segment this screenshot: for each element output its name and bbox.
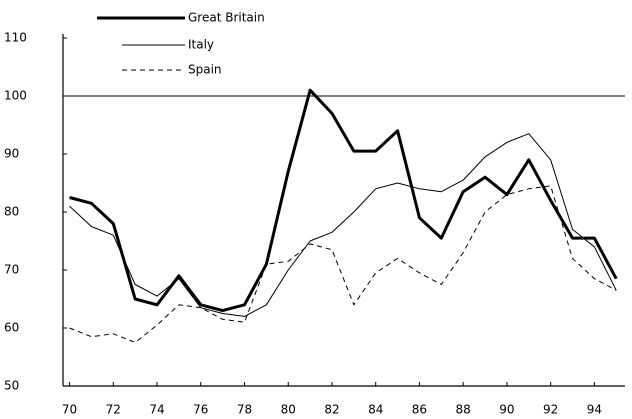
y-tick-label: 90 — [4, 147, 19, 161]
y-tick-label: 70 — [4, 263, 19, 277]
x-tick-label: 80 — [281, 403, 296, 417]
legend-label: Great Britain — [188, 11, 265, 25]
y-tick-label: 110 — [4, 31, 27, 45]
x-tick-label: 72 — [106, 403, 121, 417]
series-line — [69, 185, 617, 343]
x-tick-label: 90 — [499, 403, 514, 417]
legend-label: Italy — [188, 38, 214, 52]
x-tick-label: 82 — [324, 403, 339, 417]
x-tick-label: 94 — [587, 403, 602, 417]
x-tick-label: 88 — [456, 403, 471, 417]
x-tick-label: 70 — [62, 403, 77, 417]
y-tick-label: 100 — [4, 89, 27, 103]
y-tick-label: 60 — [4, 321, 19, 335]
x-tick-label: 92 — [543, 403, 558, 417]
x-tick-label: 86 — [412, 403, 427, 417]
y-tick-label: 50 — [4, 379, 19, 393]
series-line — [69, 88, 618, 313]
x-tick-label: 78 — [237, 403, 252, 417]
y-tick-label: 80 — [4, 205, 19, 219]
series-line — [69, 133, 617, 317]
x-tick-label: 76 — [193, 403, 208, 417]
x-tick-label: 84 — [368, 403, 383, 417]
legend-label: Spain — [188, 63, 222, 77]
x-tick-label: 74 — [149, 403, 164, 417]
